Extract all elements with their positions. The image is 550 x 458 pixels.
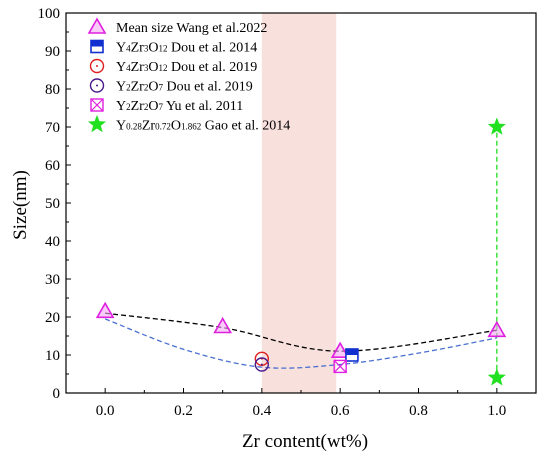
legend: Mean size Wang et al.2022 Y4Zr3O12 Dou et… <box>87 17 290 134</box>
y-tick-label-7: 70 <box>45 120 60 136</box>
x-tick-label-1: 0.2 <box>174 403 193 419</box>
y-tick-label-6: 60 <box>45 158 60 174</box>
data-point-s4-p0 <box>333 359 347 374</box>
legend-entry-4: Y2Zr2O7 Yu et al. 2011 <box>116 99 243 114</box>
y-tick-label-1: 10 <box>45 348 60 364</box>
data-markers <box>95 117 507 386</box>
y-tick-label-2: 20 <box>45 310 60 326</box>
legend-entry-5: Y0.28Zr0.72O1.862 Gao et al. 2014 <box>116 119 290 134</box>
data-point-s0-p0 <box>95 301 115 319</box>
legend-entry-2: Y4Zr3O12 Dou et al. 2019 <box>116 60 257 75</box>
trend-curve-1 <box>104 318 497 369</box>
highlight-band <box>261 13 337 393</box>
legend-marker-0 <box>87 17 107 34</box>
legend-entry-1: Y4Zr3O12 Dou et al. 2014 <box>116 41 257 56</box>
data-point-s0-p2 <box>330 341 350 359</box>
legend-entry-0: Mean size Wang et al.2022 <box>116 21 267 36</box>
legend-marker-5 <box>87 114 107 133</box>
trend-curve-0 <box>105 312 497 352</box>
legend-marker-4 <box>90 98 104 112</box>
data-point-s5-p1 <box>487 368 507 386</box>
legend-marker-1 <box>90 39 104 54</box>
x-axis-title: Zr content(wt%) <box>242 431 368 452</box>
y-tick-label-10: 100 <box>38 6 61 22</box>
data-point-s1-p0 <box>345 348 359 362</box>
x-tick-label-5: 1.0 <box>487 403 506 419</box>
y-axis-title: Size(nm) <box>10 170 31 240</box>
data-point-s0-p3 <box>487 320 507 338</box>
x-tick-label-0: 0.0 <box>96 403 115 419</box>
highlight-band-layer <box>261 13 337 393</box>
legend-marker-2 <box>89 58 105 74</box>
y-tick-label-9: 90 <box>45 44 60 60</box>
data-point-s3-p0 <box>254 357 270 372</box>
y-tick-label-3: 30 <box>45 272 60 288</box>
y-tick-label-0: 0 <box>53 386 61 402</box>
data-point-s0-p1 <box>213 316 233 334</box>
legend-entry-3: Y2Zr2O7 Dou et al. 2019 <box>116 80 253 95</box>
axes: 0 10 20 30 40 50 60 70 80 90 100 0.0 0.2 0.4 0.6 0.8 1.0 <box>38 6 537 419</box>
x-tick-label-4: 0.8 <box>409 403 428 419</box>
data-point-s5-p0 <box>487 117 507 135</box>
legend-marker-3 <box>89 78 105 93</box>
y-tick-label-5: 50 <box>45 196 60 212</box>
x-tick-label-3: 0.6 <box>331 403 350 419</box>
x-tick-label-2: 0.4 <box>252 403 271 419</box>
y-tick-label-4: 40 <box>45 234 60 250</box>
y-tick-label-8: 80 <box>45 82 60 98</box>
